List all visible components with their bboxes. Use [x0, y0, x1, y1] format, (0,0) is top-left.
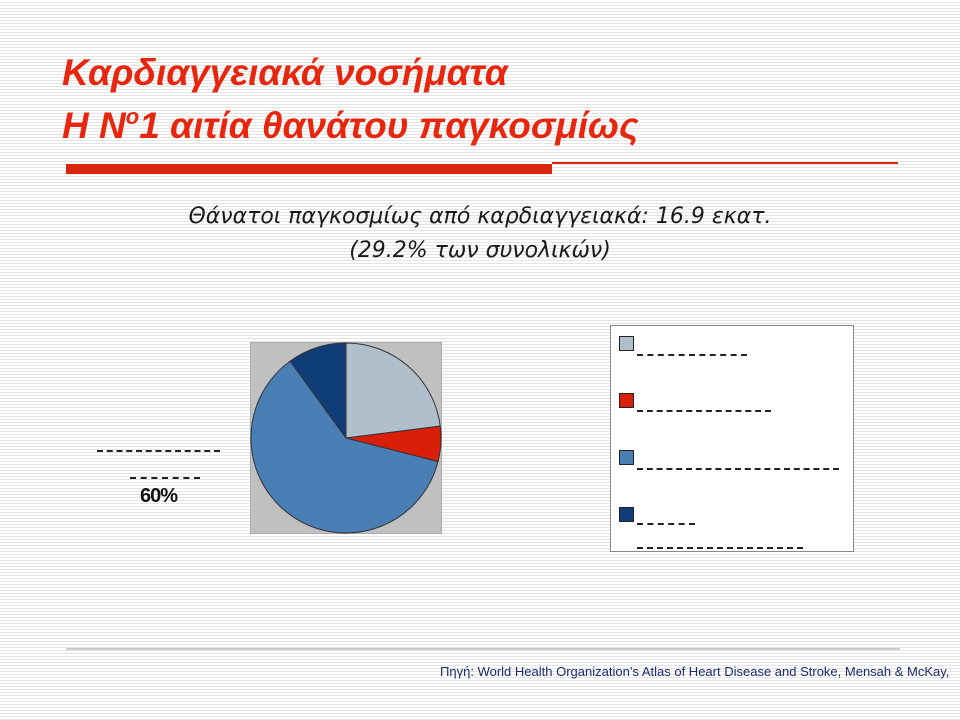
- pie-slices: [250, 342, 442, 534]
- legend-swatch-3: [619, 450, 634, 465]
- callout-placeholder-line-2: [130, 477, 200, 479]
- pie-chart: [250, 342, 442, 534]
- slide-title-line-1: Καρδιαγγειακά νοσήματα: [62, 52, 508, 93]
- subtitle-line-1: Θάνατοι παγκοσμίως από καρδιαγγειακά: 16…: [188, 204, 772, 229]
- source-citation: Πηγή: World Health Organization’s Atlas …: [440, 664, 950, 679]
- legend-label-3: [637, 468, 839, 470]
- legend-label-4b: [637, 547, 803, 549]
- pie-slice-1: [345, 342, 441, 439]
- slide-title-line-2: Η Νο1 αιτία θανάτου παγκοσμίως: [62, 96, 639, 147]
- title-underline-thin: [552, 162, 898, 164]
- pie-slice-3: [250, 360, 439, 534]
- legend: [610, 325, 854, 552]
- subtitle: Θάνατοι παγκοσμίως από καρδιαγγειακά: 16…: [60, 200, 900, 268]
- callout-placeholder-line-1: [97, 450, 220, 452]
- subtitle-line-2: (29.2% των συνολικών): [349, 238, 611, 263]
- callout-percentage: 60%: [140, 485, 178, 507]
- title-suffix: 1 αιτία θανάτου παγκοσμίως: [139, 105, 639, 146]
- legend-label-2: [637, 410, 771, 412]
- pie-slice-4: [289, 342, 347, 440]
- legend-swatch-4: [619, 507, 634, 522]
- legend-swatch-1: [619, 336, 634, 351]
- legend-swatch-2: [619, 393, 634, 408]
- title-underline-thick: [66, 164, 552, 174]
- title-superscript: ο: [125, 104, 140, 129]
- legend-label-1: [637, 354, 747, 356]
- source-divider: [66, 648, 900, 650]
- legend-label-4a: [637, 523, 695, 525]
- title-prefix: Η Ν: [62, 105, 126, 146]
